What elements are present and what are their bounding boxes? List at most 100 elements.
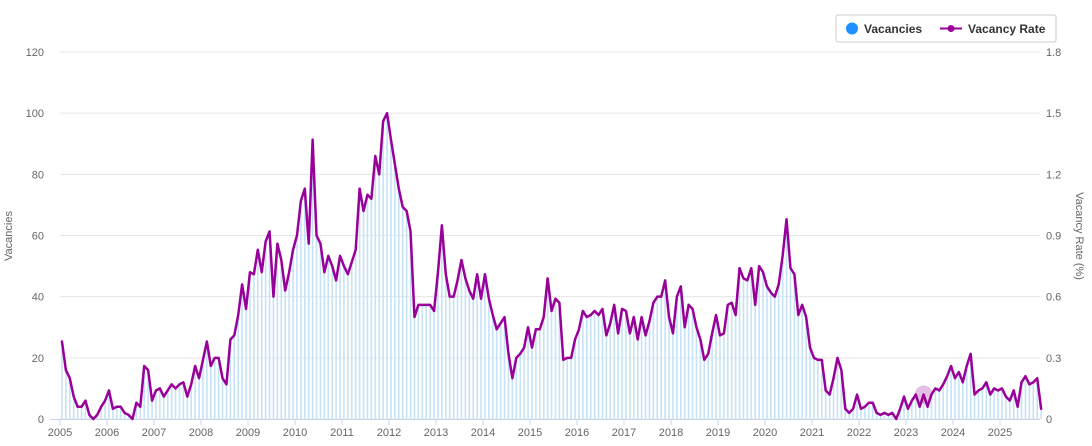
vacancy-bar bbox=[648, 321, 651, 419]
vacancy-bar bbox=[276, 244, 279, 419]
vacancy-bar bbox=[997, 391, 999, 419]
vacancy-bar bbox=[460, 259, 463, 419]
vacancy-bar bbox=[464, 278, 467, 419]
vacancy-bar bbox=[832, 379, 835, 419]
vacancy-bar bbox=[621, 308, 623, 419]
x-tick-label: 2022 bbox=[847, 427, 871, 439]
x-tick-label: 2007 bbox=[142, 427, 166, 439]
vacancy-bar bbox=[809, 348, 811, 419]
vacancy-bar bbox=[331, 266, 334, 419]
legend-vacancies-label[interactable]: Vacancies bbox=[864, 22, 922, 36]
vacancy-bar bbox=[867, 403, 870, 419]
legend[interactable]: Vacancies Vacancy Rate bbox=[835, 14, 1057, 43]
legend-vacancy-rate-label[interactable]: Vacancy Rate bbox=[968, 22, 1046, 36]
vacancy-bar bbox=[766, 287, 768, 419]
vacancy-bar bbox=[135, 403, 138, 419]
vacancy-bar bbox=[127, 415, 130, 419]
vacancy-bar bbox=[777, 284, 780, 419]
vacancy-bar bbox=[836, 357, 839, 419]
vacancy-bar bbox=[433, 311, 435, 419]
x-tick-label: 2015 bbox=[518, 427, 542, 439]
vacancy-bar bbox=[672, 333, 674, 419]
vacancy-bar bbox=[100, 406, 102, 419]
x-tick-label: 2020 bbox=[753, 427, 777, 439]
vacancy-bar bbox=[856, 394, 858, 419]
vacancy-bar bbox=[629, 333, 631, 419]
vacancy-bar bbox=[480, 299, 482, 419]
vacancy-bar bbox=[875, 412, 878, 419]
vacancy-bar bbox=[911, 400, 913, 419]
vacancy-bar bbox=[253, 275, 255, 419]
vacancy-bar bbox=[405, 211, 408, 419]
vacancy-bar bbox=[162, 397, 165, 419]
right-tick-label: 1.5 bbox=[1046, 108, 1061, 120]
vacancy-bar bbox=[151, 400, 153, 419]
vacancy-bar bbox=[303, 189, 306, 419]
vacancy-bar bbox=[362, 211, 365, 419]
vacancy-bar bbox=[801, 305, 804, 419]
vacancy-bar bbox=[319, 244, 322, 419]
vacancy-bar bbox=[488, 299, 490, 419]
vacancy-bar bbox=[170, 385, 173, 419]
vacancy-bar bbox=[358, 189, 361, 419]
vacancy-bar bbox=[887, 415, 890, 419]
vacancy-bar bbox=[194, 367, 196, 419]
vacancy-bar bbox=[233, 336, 236, 419]
vacancy-bar bbox=[785, 220, 788, 419]
vacancy-bar bbox=[914, 394, 917, 419]
x-tick-label: 2018 bbox=[659, 427, 683, 439]
vacancy-bar bbox=[284, 290, 287, 419]
vacancy-bar bbox=[805, 318, 807, 419]
vacancy-bar bbox=[339, 256, 341, 419]
vacancy-bar bbox=[280, 259, 283, 419]
vacancy-bar bbox=[797, 315, 800, 419]
vacancy-bar bbox=[961, 382, 964, 419]
vacancy-bar bbox=[676, 296, 678, 419]
vacancy-bar bbox=[754, 305, 757, 419]
left-y-axis: 0 20 40 60 80 100 120 bbox=[26, 47, 44, 426]
vacancy-bar bbox=[668, 318, 670, 419]
vacancy-bar bbox=[374, 155, 377, 419]
vacancy-bar bbox=[593, 311, 596, 419]
vacancy-bar bbox=[770, 293, 772, 419]
vacancy-bar bbox=[566, 357, 569, 419]
vacancy-bar bbox=[343, 266, 345, 419]
x-tick-label: 2009 bbox=[236, 427, 260, 439]
vacancy-bar bbox=[249, 272, 251, 419]
vacancy-bar bbox=[421, 305, 424, 419]
left-tick-label: 100 bbox=[26, 108, 44, 120]
right-tick-label: 0.3 bbox=[1046, 353, 1061, 365]
vacancy-bar bbox=[679, 287, 682, 419]
right-tick-label: 1.2 bbox=[1046, 169, 1061, 181]
vacancy-bar bbox=[636, 339, 639, 419]
vacancy-rate-line bbox=[60, 111, 1043, 421]
x-tick-label: 2005 bbox=[48, 427, 72, 439]
vacancy-bar bbox=[1024, 376, 1027, 419]
vacancy-bar bbox=[315, 235, 318, 419]
vacancy-bar bbox=[413, 318, 416, 419]
vacancy-bar bbox=[981, 388, 984, 419]
vacancy-bar bbox=[370, 198, 373, 419]
vacancy-bar bbox=[687, 305, 690, 419]
vacancy-bar bbox=[182, 382, 185, 419]
right-y-axis: 0 0.3 0.6 0.9 1.2 1.5 1.8 bbox=[1046, 47, 1061, 426]
vacancy-bar bbox=[245, 308, 247, 419]
vacancy-bar bbox=[538, 330, 541, 419]
vacancy-bar bbox=[546, 278, 549, 419]
vacancy-bar bbox=[926, 406, 929, 419]
vacancy-bar bbox=[640, 318, 643, 419]
x-tick-label: 2008 bbox=[189, 427, 213, 439]
vacancy-bar bbox=[382, 122, 384, 419]
vacancy-bar bbox=[198, 379, 200, 419]
vacancy-bar bbox=[723, 333, 725, 419]
vacancy-bar bbox=[206, 342, 208, 419]
vacancy-bar bbox=[401, 207, 404, 419]
vacancy-rate-line-group bbox=[60, 111, 1043, 421]
vacancy-bar bbox=[813, 357, 815, 419]
vacancy-bar bbox=[115, 406, 118, 419]
vacancy-bar bbox=[954, 379, 956, 419]
vacancy-bar bbox=[871, 403, 874, 419]
vacancy-bar bbox=[781, 256, 784, 419]
vacancy-bar bbox=[558, 302, 561, 419]
